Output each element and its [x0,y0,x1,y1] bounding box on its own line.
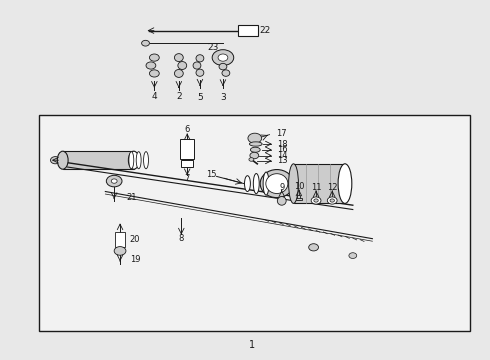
Text: 11: 11 [311,183,321,192]
Ellipse shape [260,170,294,198]
Ellipse shape [222,70,230,76]
Ellipse shape [253,174,259,194]
Ellipse shape [178,62,187,69]
Text: 14: 14 [277,151,287,160]
Text: 13: 13 [277,156,288,166]
Ellipse shape [196,55,204,62]
Ellipse shape [219,63,227,70]
Ellipse shape [146,62,156,69]
Text: 1: 1 [249,340,255,350]
Bar [238,25,258,36]
Circle shape [111,179,117,183]
Ellipse shape [149,54,159,61]
Ellipse shape [311,197,321,204]
Text: 2: 2 [176,92,182,101]
Ellipse shape [250,147,260,152]
Ellipse shape [129,152,134,169]
Ellipse shape [128,151,139,169]
Circle shape [106,175,122,187]
Text: 9: 9 [279,183,284,192]
Text: 19: 19 [130,256,140,265]
Text: 3: 3 [220,93,226,102]
Text: 18: 18 [277,140,288,149]
Bar [297,195,300,200]
Bar [180,139,194,159]
Ellipse shape [289,164,298,203]
Text: 20: 20 [130,235,140,244]
Circle shape [50,157,60,164]
Ellipse shape [193,62,201,69]
Bar [294,164,345,203]
Text: 16: 16 [277,145,288,154]
Ellipse shape [338,164,352,203]
Text: 10: 10 [294,183,304,192]
Text: 21: 21 [126,193,137,202]
Text: 23: 23 [207,43,219,52]
Circle shape [212,50,234,66]
Ellipse shape [196,69,204,76]
Text: 6: 6 [185,125,190,134]
Ellipse shape [136,152,141,169]
Ellipse shape [249,142,262,146]
Text: 5: 5 [197,93,203,102]
Circle shape [218,54,228,61]
Circle shape [248,133,262,143]
Text: 4: 4 [151,92,157,101]
Bar [63,151,134,169]
Circle shape [249,158,254,161]
Ellipse shape [263,172,269,195]
Circle shape [349,253,357,258]
Ellipse shape [245,176,250,192]
Ellipse shape [174,54,183,62]
Ellipse shape [57,151,68,169]
Text: 7: 7 [185,175,190,184]
Text: 8: 8 [179,234,184,243]
Circle shape [250,152,259,159]
Ellipse shape [149,70,159,77]
Bar [115,232,125,247]
Ellipse shape [327,197,337,204]
Text: 22: 22 [259,26,270,35]
Text: 15: 15 [206,170,217,179]
Circle shape [114,247,126,255]
Text: 17: 17 [276,129,287,138]
Circle shape [142,40,149,46]
Bar [181,160,193,167]
Ellipse shape [330,199,335,202]
Ellipse shape [277,197,286,205]
Text: 12: 12 [327,183,338,192]
Ellipse shape [174,69,183,77]
Circle shape [309,244,318,251]
Bar [39,115,470,331]
Bar [295,198,302,200]
Ellipse shape [266,174,288,194]
Ellipse shape [314,199,319,202]
Ellipse shape [144,152,148,169]
